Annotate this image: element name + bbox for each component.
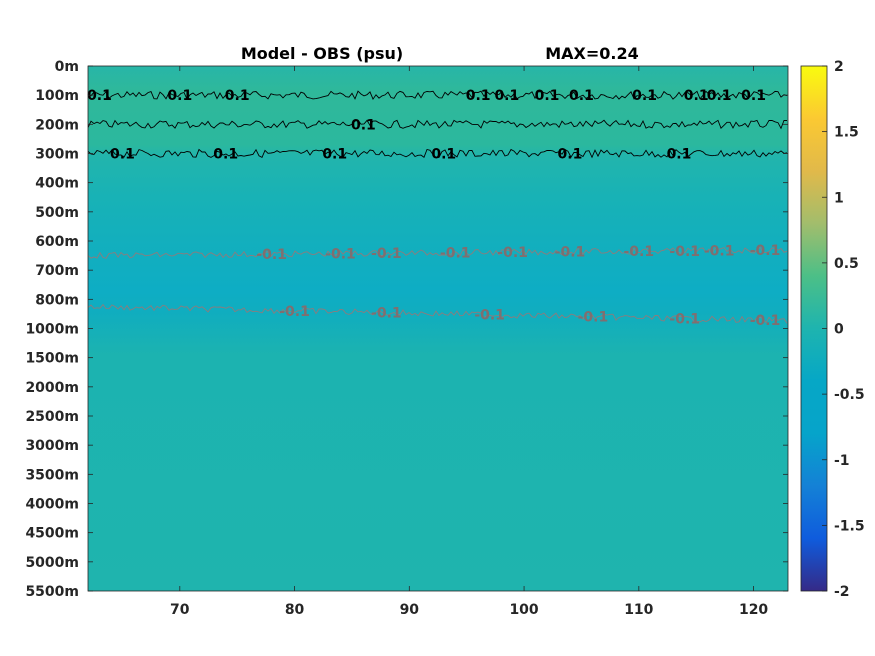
contour-label: 0.1: [351, 117, 376, 133]
contour-line: [88, 90, 788, 101]
x-tick-label: 100: [509, 602, 538, 618]
colorbar-tick-label: 1.5: [834, 125, 859, 141]
contour-label: -0.1: [371, 306, 402, 322]
contour-label: -0.1: [371, 246, 402, 262]
contour-label: -0.1: [256, 247, 287, 263]
x-tick-label: 120: [739, 602, 768, 618]
contour-label: 0.1: [87, 88, 112, 104]
x-axis: 70 80 90 100 110 120: [170, 66, 768, 618]
contour-label: -0.1: [578, 310, 609, 326]
contour-label: -0.1: [669, 312, 700, 328]
chart-subtitle: MAX=0.24: [545, 44, 639, 63]
contour-label-layer: 0.1 0.1 0.1 0.1 0.1 0.1 0.1 0.1 0.10.1 0.10.10.1 0…: [87, 88, 780, 329]
contour-label: 0.1: [684, 88, 709, 104]
y-tick-label: 100m: [35, 88, 79, 104]
contour-label: -0.1: [750, 313, 781, 329]
contour-label: 0.1: [632, 88, 657, 104]
y-tick-label: 3500m: [25, 467, 79, 483]
contour-label: 0.1: [466, 88, 491, 104]
contour-layer: [88, 90, 788, 324]
contour-label: 0.1: [707, 88, 732, 104]
contour-line: [88, 148, 788, 159]
colorbar-tick-label: -1: [834, 453, 850, 469]
colorbar-axis: 2 1.5 1 0.5 0 -0.5 -1 -1.5 -2: [822, 59, 865, 600]
colorbar-tick-label: 1: [834, 190, 844, 206]
contour-label: -0.1: [440, 246, 471, 262]
heatmap-field: [88, 66, 788, 591]
y-tick-label: 4500m: [25, 526, 79, 542]
contour-label: 0.1: [741, 88, 766, 104]
y-tick-label: 5000m: [25, 555, 79, 571]
y-tick-label: 1500m: [25, 351, 79, 367]
colorbar-tick-label: -2: [834, 584, 850, 600]
contour-label: -0.1: [704, 244, 735, 260]
colorbar-tick-label: 0.5: [834, 256, 859, 272]
y-tick-label: 0m: [55, 59, 79, 75]
x-tick-label: 90: [400, 602, 420, 618]
contour-label: -0.1: [279, 304, 310, 320]
y-tick-label: 3000m: [25, 438, 79, 454]
contour-label: 0.1: [167, 88, 192, 104]
y-tick-label: 200m: [35, 117, 79, 133]
contour-label: -0.1: [497, 245, 528, 261]
colorbar-tick-label: -1.5: [834, 518, 865, 534]
contour-label: 0.1: [535, 88, 560, 104]
contour-label: 0.1: [569, 88, 594, 104]
y-tick-label: 500m: [35, 205, 79, 221]
chart-title: Model - OBS (psu): [241, 44, 403, 63]
x-tick-label: 80: [285, 602, 305, 618]
contour-label: -0.1: [325, 247, 356, 263]
contour-line: [88, 303, 788, 324]
y-tick-label: 4000m: [25, 497, 79, 513]
y-tick-label: 2500m: [25, 409, 79, 425]
contour-label: 0.1: [322, 147, 347, 163]
contour-label: 0.1: [110, 147, 135, 163]
y-tick-label: 600m: [35, 234, 79, 250]
y-tick-label: 800m: [35, 292, 79, 308]
y-tick-label: 2000m: [25, 380, 79, 396]
contour-label: -0.1: [669, 244, 700, 260]
colorbar-tick-label: -0.5: [834, 387, 865, 403]
contour-label: 0.1: [558, 147, 583, 163]
x-tick-label: 110: [624, 602, 653, 618]
contour-label: 0.1: [494, 88, 519, 104]
x-tick-label: 70: [170, 602, 190, 618]
contour-label: 0.1: [431, 147, 456, 163]
y-tick-label: 5500m: [25, 584, 79, 600]
y-axis: 0m 100m 200m 300m 400m 500m 600m 700m 800m 1000m 1…: [25, 59, 788, 600]
colorbar-tick-label: 0: [834, 322, 844, 338]
contour-line: [88, 246, 788, 259]
contour-label: -0.1: [750, 243, 781, 259]
colorbar-tick-label: 2: [834, 59, 844, 75]
contour-label: -0.1: [555, 245, 586, 261]
contour-label: 0.1: [213, 147, 238, 163]
contour-label: 0.1: [667, 147, 692, 163]
y-tick-label: 1000m: [25, 322, 79, 338]
y-tick-label: 400m: [35, 176, 79, 192]
contour-label: -0.1: [474, 308, 505, 324]
contour-label: -0.1: [624, 244, 655, 260]
y-tick-label: 300m: [35, 147, 79, 163]
contour-line: [88, 119, 788, 130]
contour-label: 0.1: [225, 88, 250, 104]
y-tick-label: 700m: [35, 263, 79, 279]
